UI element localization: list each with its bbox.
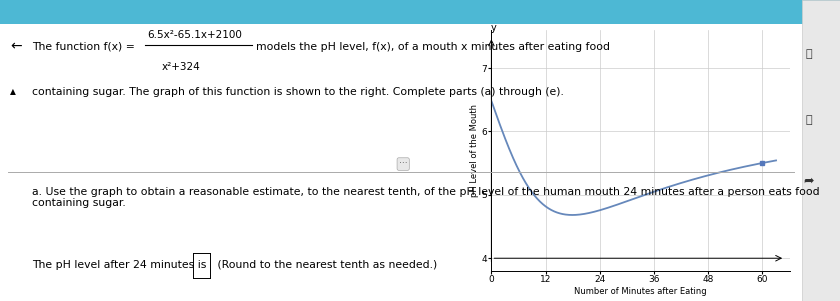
- Y-axis label: pH Level of the Mouth: pH Level of the Mouth: [470, 104, 479, 197]
- Text: The pH level after 24 minutes is: The pH level after 24 minutes is: [32, 260, 210, 270]
- Text: ➦: ➦: [804, 174, 814, 187]
- Text: y: y: [491, 23, 496, 33]
- Text: a. Use the graph to obtain a reasonable estimate, to the nearest tenth, of the p: a. Use the graph to obtain a reasonable …: [32, 187, 820, 208]
- Text: ▲: ▲: [10, 87, 16, 96]
- Text: ···: ···: [399, 160, 407, 169]
- Text: models the pH level, f(x), of a mouth x minutes after eating food: models the pH level, f(x), of a mouth x …: [256, 42, 610, 52]
- Text: ←: ←: [10, 40, 22, 54]
- Text: containing sugar. The graph of this function is shown to the right. Complete par: containing sugar. The graph of this func…: [32, 87, 564, 97]
- Text: 🔍: 🔍: [806, 49, 812, 59]
- X-axis label: Number of Minutes after Eating: Number of Minutes after Eating: [575, 287, 706, 296]
- Text: 🔍: 🔍: [806, 115, 812, 126]
- Text: x²+324: x²+324: [162, 62, 201, 72]
- Text: The function f(x) =: The function f(x) =: [32, 42, 134, 52]
- Text: (Round to the nearest tenth as needed.): (Round to the nearest tenth as needed.): [214, 260, 438, 270]
- Text: 6.5x²-65.1x+2100: 6.5x²-65.1x+2100: [147, 30, 242, 40]
